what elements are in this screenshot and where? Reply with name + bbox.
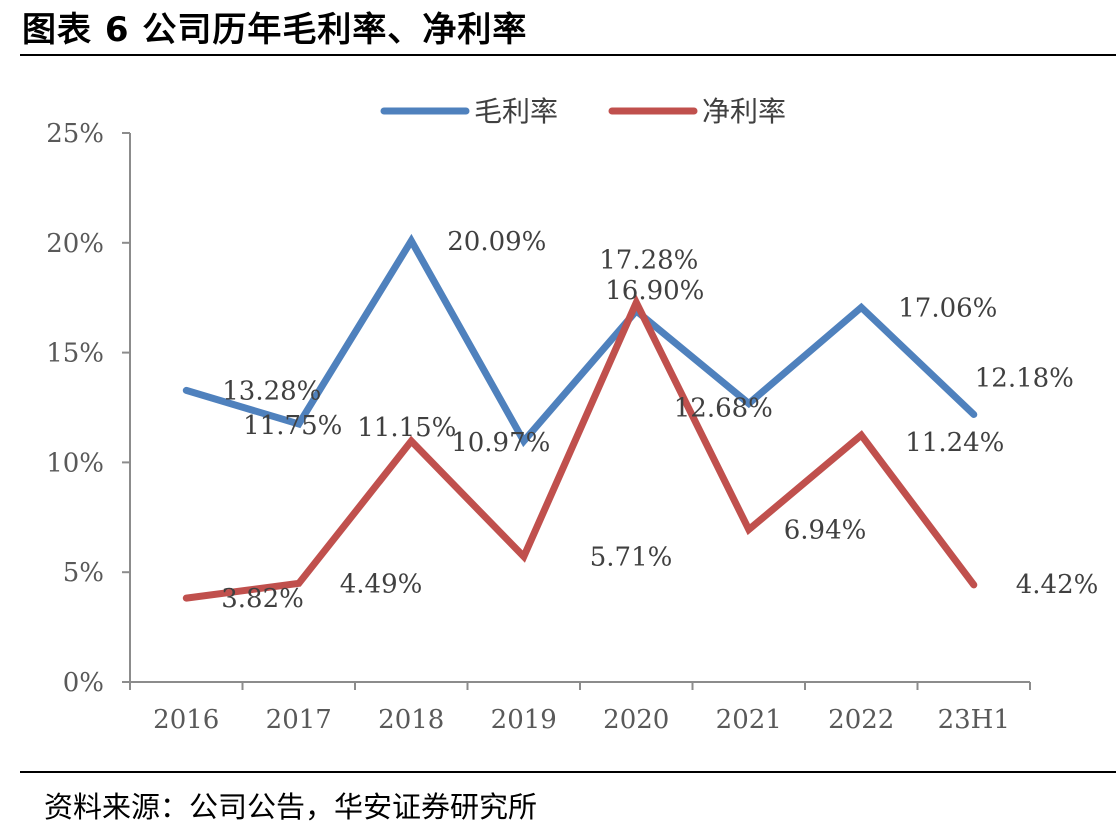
series-line-net-margin	[182, 294, 978, 602]
y-tick-label: 5%	[63, 558, 104, 588]
y-tick-label: 0%	[63, 668, 104, 698]
data-label: 17.28%	[599, 246, 698, 276]
source-note: 资料来源：公司公告，华安证券研究所	[44, 790, 538, 824]
x-tick-label: 2018	[378, 705, 444, 735]
data-labels: 13.28% 11.75% 20.09% 10.97% 16.90% 12.68% 17.0…	[221, 227, 1098, 614]
data-label: 3.82%	[221, 584, 304, 614]
data-label: 13.28%	[222, 376, 321, 406]
chart-axes: 0% 5% 10% 15% 20% 25% 2016 2017 2018 2019 2020 2021…	[46, 119, 1031, 735]
data-label: 10.97%	[451, 428, 550, 458]
data-label: 6.94%	[784, 516, 867, 546]
y-tick-label: 20%	[46, 229, 104, 259]
bottom-divider	[20, 771, 1116, 773]
data-label: 4.49%	[340, 569, 423, 599]
series-line-gross-margin	[182, 233, 978, 448]
data-label: 17.06%	[898, 293, 997, 323]
x-tick-label: 2017	[266, 705, 332, 735]
figure-title: 图表 6 公司历年毛利率、净利率	[22, 10, 528, 50]
x-tick-label: 23H1	[938, 705, 1010, 735]
data-label: 12.18%	[975, 364, 1074, 394]
series-lines	[182, 233, 978, 602]
data-label: 16.90%	[605, 276, 704, 306]
data-label: 11.24%	[905, 428, 1004, 458]
legend-label: 毛利率	[474, 95, 558, 128]
data-label: 11.75%	[243, 411, 342, 441]
x-tick-label: 2019	[491, 705, 557, 735]
top-divider	[20, 54, 1116, 56]
data-label: 4.42%	[1016, 570, 1099, 600]
x-tick-label: 2022	[828, 705, 894, 735]
y-tick-label: 25%	[46, 119, 104, 149]
chart-legend: 毛利率 净利率	[380, 95, 786, 128]
x-tick-label: 2016	[153, 705, 219, 735]
y-tick-label: 15%	[46, 339, 104, 369]
data-label: 5.71%	[590, 543, 673, 573]
data-label: 11.15%	[357, 413, 456, 443]
x-tick-label: 2020	[603, 705, 669, 735]
x-tick-label: 2021	[716, 705, 782, 735]
data-label: 12.68%	[674, 394, 773, 424]
data-label: 20.09%	[447, 227, 546, 257]
y-tick-label: 10%	[46, 448, 104, 478]
legend-label: 净利率	[702, 95, 786, 128]
